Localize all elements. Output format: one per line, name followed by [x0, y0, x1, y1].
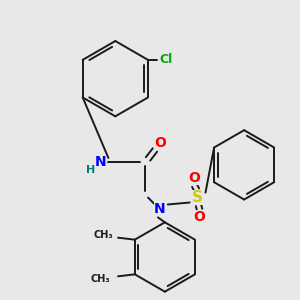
Text: CH₃: CH₃	[93, 230, 113, 240]
Text: Cl: Cl	[160, 53, 173, 66]
Text: O: O	[154, 136, 166, 150]
Text: O: O	[189, 171, 200, 185]
Text: N: N	[95, 155, 106, 169]
Text: CH₃: CH₃	[90, 274, 110, 284]
Text: O: O	[194, 210, 206, 224]
Text: N: N	[154, 202, 166, 216]
Text: S: S	[192, 190, 203, 205]
Text: H: H	[86, 165, 95, 175]
